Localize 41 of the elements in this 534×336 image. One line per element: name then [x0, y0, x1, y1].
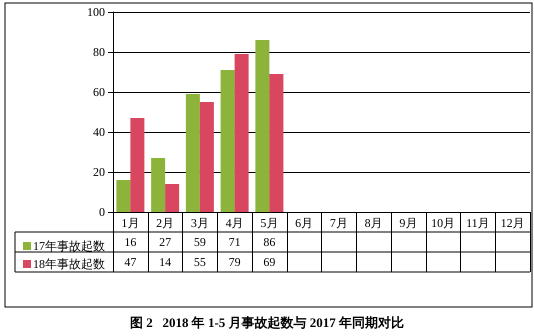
text: 图 2 2018 年 1-5 月事故起数与 2017 年同期对比 [130, 315, 404, 330]
y-tick-label: 60 [93, 85, 105, 99]
x-tick-label: 11月 [466, 216, 490, 230]
bar [151, 158, 166, 212]
x-tick-label: 1月 [121, 216, 140, 230]
data-label: 79 [228, 255, 241, 269]
bar [186, 94, 200, 212]
data-label: 47 [124, 255, 136, 269]
x-tick-label: 6月 [295, 216, 314, 230]
y-tick-label: 20 [93, 165, 105, 179]
data-label: 69 [263, 255, 276, 269]
data-label: 14 [159, 255, 172, 269]
legend-label: 17年事故起数 [33, 239, 105, 253]
x-tick-label: 4月 [226, 216, 244, 230]
bar [269, 74, 284, 212]
x-tick-label: 8月 [364, 216, 383, 230]
data-label: 86 [263, 235, 276, 249]
bar [234, 54, 249, 212]
bar [165, 184, 180, 212]
x-tick-label: 2月 [156, 216, 174, 230]
data-label: 16 [124, 235, 136, 249]
x-tick-label: 10月 [431, 216, 456, 230]
y-tick-label: 100 [87, 5, 105, 19]
x-tick-label: 9月 [399, 216, 418, 230]
data-label: 71 [228, 235, 241, 249]
data-label: 59 [194, 235, 206, 249]
bar [200, 102, 214, 212]
legend-label: 18年事故起数 [33, 257, 105, 271]
x-tick-label: 12月 [500, 216, 525, 230]
bar [255, 40, 270, 212]
y-tick-label: 0 [99, 205, 105, 219]
data-label: 27 [159, 235, 172, 249]
bar [220, 70, 235, 212]
x-tick-label: 7月 [330, 216, 348, 230]
y-tick-label: 80 [93, 45, 105, 59]
bar [130, 118, 144, 212]
x-tick-label: 5月 [260, 216, 278, 230]
bar [116, 180, 130, 212]
y-tick-label: 40 [93, 125, 105, 139]
data-label: 55 [194, 255, 206, 269]
x-tick-label: 3月 [190, 216, 209, 230]
